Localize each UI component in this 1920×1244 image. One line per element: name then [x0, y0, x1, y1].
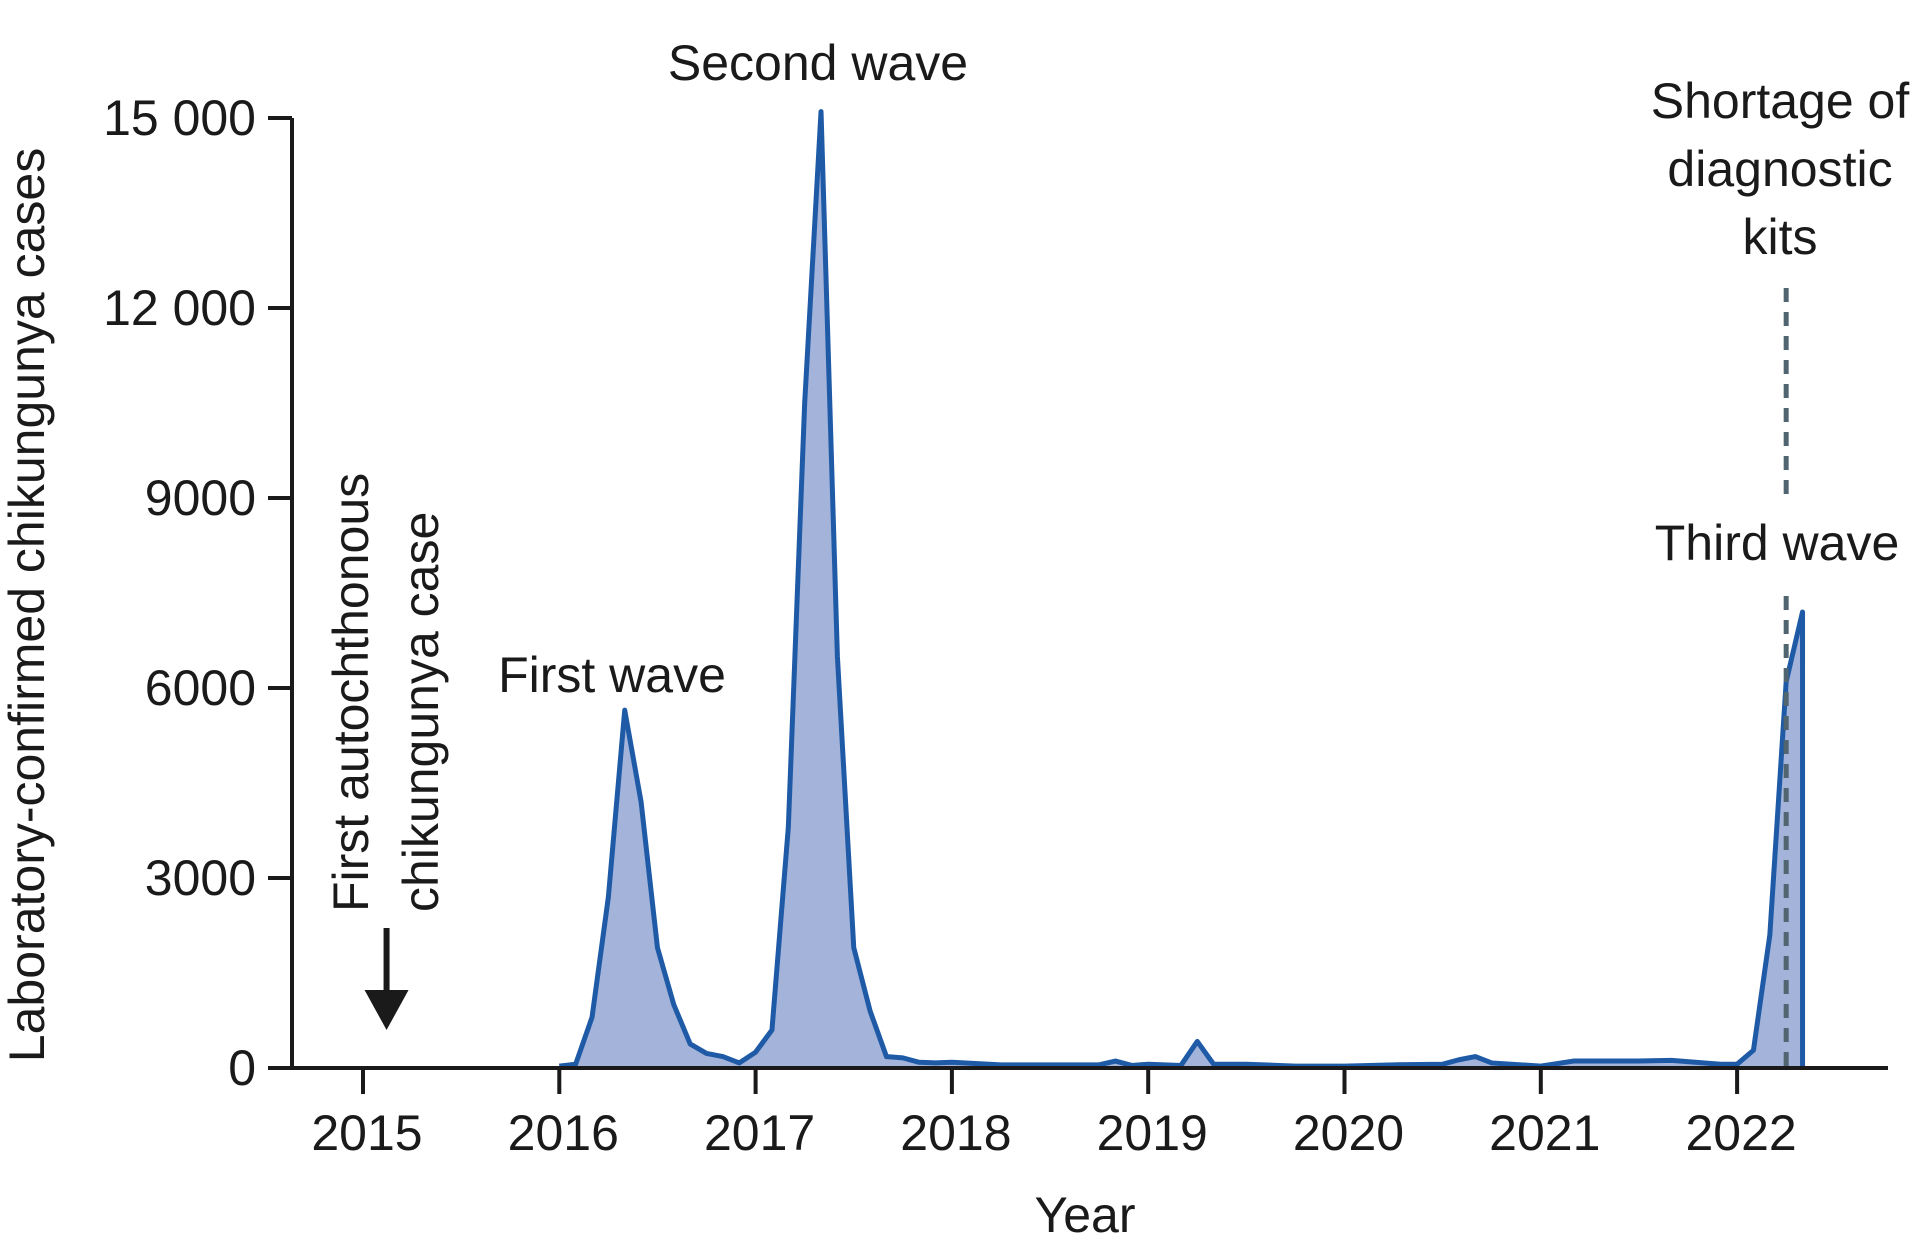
axes — [268, 118, 1888, 1070]
x-tick-label: 2016 — [508, 1105, 619, 1161]
first-wave-label: First wave — [498, 647, 726, 703]
y-tick-label: 12 000 — [103, 280, 256, 336]
area-series — [559, 109, 1806, 1069]
x-tick-label: 2017 — [704, 1105, 815, 1161]
y-tick-label: 3000 — [145, 850, 256, 906]
area-fill — [559, 111, 1803, 1068]
shortage-label-line1: Shortage of — [1651, 73, 1910, 129]
x-tick-label: 2021 — [1489, 1105, 1600, 1161]
x-axis-title: Year — [1034, 1187, 1135, 1239]
down-arrow-icon — [364, 928, 409, 1030]
x-tick-label: 2018 — [900, 1105, 1011, 1161]
second-wave-label: Second wave — [668, 35, 968, 91]
x-tick-label: 2019 — [1097, 1105, 1208, 1161]
x-tick-label: 2015 — [311, 1105, 422, 1161]
first-case-label-line2: chikungunya case — [393, 512, 449, 912]
shortage-label-line2: diagnostic — [1667, 141, 1892, 197]
x-ticks: 2015 2016 2017 2018 2019 2020 2021 2022 — [311, 1068, 1797, 1161]
y-ticks: 0 3000 6000 9000 12 000 15 000 — [103, 90, 292, 1096]
third-wave-label: Third wave — [1655, 515, 1900, 571]
y-axis-title: Laboratory-confirmed chikungunya cases — [0, 148, 55, 1062]
y-tick-label: 6000 — [145, 660, 256, 716]
y-tick-label: 9000 — [145, 470, 256, 526]
arrow-head — [364, 990, 409, 1030]
x-tick-label: 2020 — [1293, 1105, 1404, 1161]
x-tick-label: 2022 — [1685, 1105, 1796, 1161]
shortage-label-line3: kits — [1743, 209, 1818, 265]
y-tick-label: 15 000 — [103, 90, 256, 146]
series-line — [559, 109, 1806, 1069]
y-tick-label: 0 — [228, 1040, 256, 1096]
first-case-label-line1: First autochthonous — [323, 473, 379, 912]
